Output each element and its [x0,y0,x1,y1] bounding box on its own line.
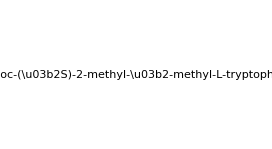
Text: Fmoc-(\u03b2S)-2-methyl-\u03b2-methyl-L-tryptophan: Fmoc-(\u03b2S)-2-methyl-\u03b2-methyl-L-… [0,69,272,80]
